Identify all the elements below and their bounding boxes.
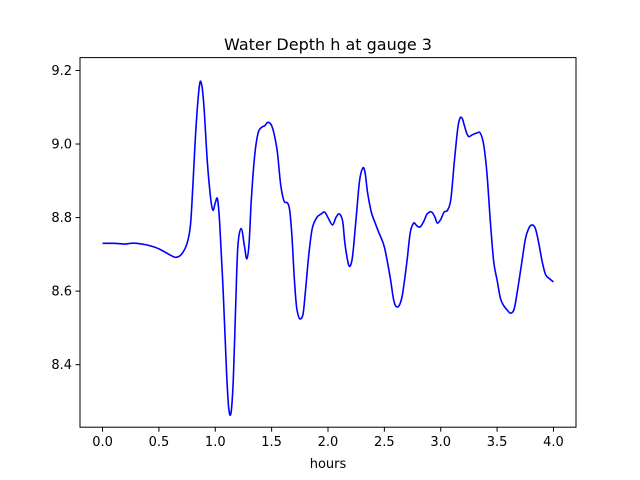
x-tick-label: 0.5 (149, 435, 170, 450)
x-axis-label: hours (310, 457, 347, 472)
y-tick-label: 8.6 (51, 285, 72, 300)
x-tick-label: 3.0 (430, 435, 451, 450)
y-tick-label: 8.8 (51, 211, 72, 226)
x-tick-label: 1.5 (261, 435, 282, 450)
x-tick-label: 4.0 (543, 435, 564, 450)
y-tick-label: 8.4 (51, 358, 72, 373)
plot-area (102, 80, 554, 417)
y-tick-label: 9.0 (51, 138, 72, 153)
series-line-0 (102, 80, 554, 417)
x-tick-label: 1.0 (205, 435, 226, 450)
x-tick-label: 2.5 (374, 435, 395, 450)
y-tick-label: 9.2 (51, 64, 72, 79)
x-axis: 0.0 0.5 1.0 1.5 2.0 2.5 3.0 3.5 4.0 (92, 427, 564, 450)
y-axis: 8.4 8.6 8.8 9.0 9.2 (51, 64, 80, 373)
x-tick-label: 3.5 (487, 435, 508, 450)
x-tick-label: 0.0 (92, 435, 113, 450)
x-tick-label: 2.0 (318, 435, 339, 450)
chart-title: Water Depth h at gauge 3 (224, 35, 432, 54)
